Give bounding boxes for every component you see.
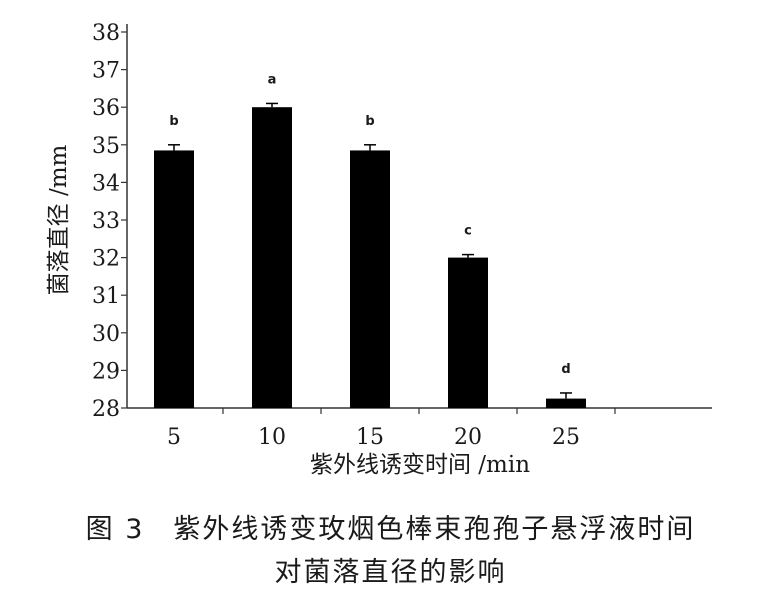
- chart-canvas: 28 29 30 31 32 33 34 35 36 37 38 b 5 a 10 b 15 c 20 d 25 紫外线诱…: [46, 21, 712, 478]
- y-tick-label: 37: [92, 59, 120, 84]
- x-tick-label-5: 5: [167, 425, 181, 450]
- y-tick-label: 35: [92, 134, 120, 159]
- y-tick-label: 34: [92, 171, 120, 196]
- bar-25: [546, 398, 586, 408]
- significance-label-20: c: [464, 224, 472, 239]
- y-tick-label: 36: [92, 96, 120, 121]
- x-tick-label-20: 20: [454, 425, 482, 450]
- significance-label-10: a: [268, 72, 277, 87]
- y-tick-label: 32: [92, 247, 120, 272]
- x-tick-label-25: 25: [552, 425, 580, 450]
- y-tick-label: 30: [92, 322, 120, 347]
- significance-label-15: b: [365, 114, 374, 129]
- bar-20: [448, 257, 488, 408]
- bar-10: [252, 107, 292, 408]
- significance-label-25: d: [561, 362, 570, 377]
- y-tick-label: 28: [92, 397, 120, 422]
- y-axis-title: 菌落直径 /mm: [46, 144, 72, 295]
- x-tick-label-15: 15: [356, 425, 384, 450]
- figure-caption-line-2: 对菌落直径的影响: [274, 557, 507, 588]
- bar-15: [350, 150, 390, 408]
- y-tick-label: 33: [92, 209, 120, 234]
- y-tick-label: 29: [92, 359, 120, 384]
- y-tick-label: 38: [92, 21, 120, 46]
- significance-label-5: b: [169, 114, 178, 129]
- bar-chart: 28 29 30 31 32 33 34 35 36 37 38 b 5 a 10 b 15 c 20 d 25 紫外线诱…: [46, 21, 712, 478]
- x-tick-label-10: 10: [258, 425, 286, 450]
- x-axis-title: 紫外线诱变时间 /min: [310, 452, 530, 478]
- figure-caption-line-1: 图 3 紫外线诱变玫烟色棒束孢孢子悬浮液时间: [85, 514, 696, 545]
- y-tick-label: 31: [92, 284, 120, 309]
- bar-5: [154, 150, 194, 408]
